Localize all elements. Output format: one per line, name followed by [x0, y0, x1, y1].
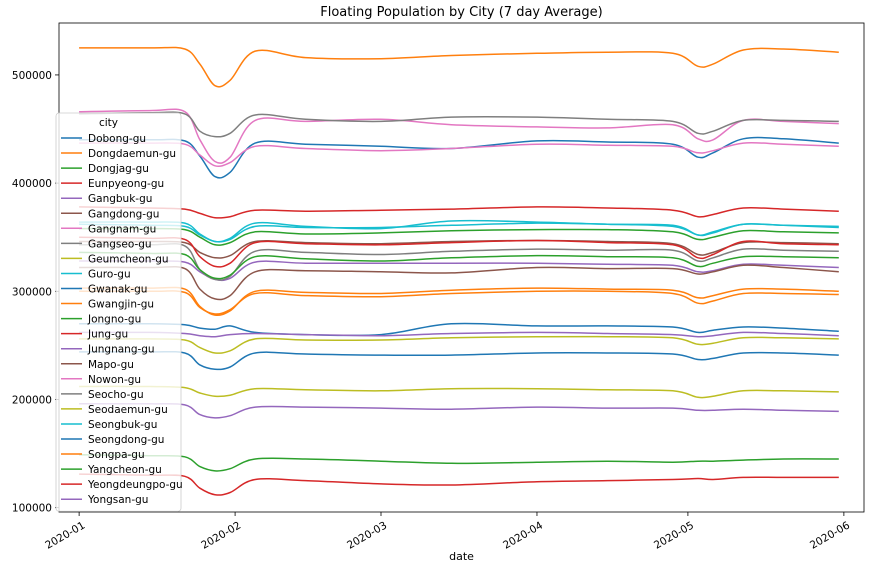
series-line-jungnang-gu: [79, 331, 839, 338]
series-line-gangnam-gu: [79, 108, 839, 164]
legend-label: Guro-gu: [88, 268, 131, 280]
series-line-gwangjin-gu: [79, 290, 839, 315]
series-line-seongbuk-gu: [79, 222, 839, 243]
series-line-dobong-gu: [79, 136, 839, 179]
legend-label: Eunpyeong-gu: [88, 178, 164, 190]
series-line-guro-gu: [79, 219, 839, 243]
x-tick-label: 2020-05: [652, 519, 696, 551]
legend-label: Gangdong-gu: [88, 208, 159, 220]
legend-item-gangdong-gu: Gangdong-gu: [61, 208, 159, 220]
series-line-yangcheon-gu: [79, 251, 839, 280]
legend-item-mapo-gu: Mapo-gu: [61, 359, 134, 371]
legend-label: Seongbuk-gu: [88, 419, 157, 431]
legend-label: Gwangjin-gu: [88, 299, 154, 311]
series-line-seodaemun-gu: [79, 385, 839, 399]
series-line-yeongdeungpo-gu: [79, 236, 839, 268]
legend-label: Gangseo-gu: [88, 238, 152, 250]
legend-item-eunpyeong-gu: Eunpyeong-gu: [61, 178, 164, 190]
legend-label: Jongno-gu: [87, 314, 141, 326]
series-line-jung-gu: [79, 473, 839, 496]
legend-label: Geumcheon-gu: [88, 253, 169, 265]
legend-item-seongbuk-gu: Seongbuk-gu: [61, 419, 157, 431]
legend-item-gwangjin-gu: Gwangjin-gu: [61, 299, 154, 311]
legend-label: Gwanak-gu: [88, 284, 147, 296]
series-line-gangseo-gu: [79, 111, 839, 138]
legend-label: Jungnang-gu: [87, 344, 155, 356]
y-tick-label: 200000: [12, 394, 52, 406]
series-line-dongdaemun-gu: [79, 46, 839, 88]
legend-item-gangseo-gu: Gangseo-gu: [61, 238, 152, 250]
series-layer: [79, 46, 839, 496]
x-tick-label: 2020-04: [501, 519, 545, 551]
legend-label: Dongjag-gu: [88, 163, 149, 175]
legend-item-yongsan-gu: Yongsan-gu: [61, 494, 148, 506]
series-line-eunpyeong-gu: [79, 206, 839, 219]
legend-item-songpa-gu: Songpa-gu: [61, 449, 145, 461]
legend-item-dobong-gu: Dobong-gu: [61, 133, 146, 145]
legend-item-nowon-gu: Nowon-gu: [61, 374, 141, 386]
series-line-seongdong-gu: [79, 350, 839, 371]
series-line-dongjag-gu: [79, 227, 839, 246]
y-tick-label: 100000: [12, 503, 52, 515]
x-tick-label: 2020-01: [43, 519, 87, 551]
legend-label: Dongdaemun-gu: [88, 148, 176, 160]
legend-label: Dobong-gu: [88, 133, 146, 145]
legend-label: Jung-gu: [87, 329, 128, 341]
legend-item-guro-gu: Guro-gu: [61, 268, 131, 280]
chart-title: Floating Population by City (7 day Avera…: [320, 5, 602, 20]
series-line-gangbuk-gu: [79, 260, 839, 282]
legend-item-seongdong-gu: Seongdong-gu: [61, 434, 164, 446]
series-line-gangdong-gu: [79, 264, 839, 301]
legend-label: Songpa-gu: [88, 449, 145, 461]
legend: city Dobong-gu Dongdaemun-gu Dongjag-gu Eun…: [55, 112, 183, 512]
legend-label: Seodaemun-gu: [88, 404, 168, 416]
legend-item-geumcheon-gu: Geumcheon-gu: [61, 253, 169, 265]
series-line-jongno-gu: [79, 453, 839, 472]
legend-box: [55, 112, 182, 512]
series-line-mapo-gu: [79, 239, 839, 259]
legend-item-yeongdeungpo-gu: Yeongdeungpo-gu: [61, 479, 183, 491]
legend-label: Yeongdeungpo-gu: [87, 479, 183, 491]
x-tick-label: 2020-03: [345, 519, 389, 551]
series-line-geumcheon-gu: [79, 335, 839, 354]
legend-item-gangnam-gu: Gangnam-gu: [61, 223, 156, 235]
y-tick-label: 400000: [12, 178, 52, 190]
x-axis-title: date: [449, 550, 474, 563]
y-axis: 100000 200000 300000 400000 500000: [12, 70, 59, 515]
legend-item-seodaemun-gu: Seodaemun-gu: [61, 404, 168, 416]
legend-item-jungnang-gu: Jungnang-gu: [61, 344, 155, 356]
legend-label: Nowon-gu: [88, 374, 141, 386]
legend-item-yangcheon-gu: Yangcheon-gu: [61, 464, 162, 476]
series-line-gwanak-gu: [79, 322, 839, 337]
legend-item-jongno-gu: Jongno-gu: [61, 314, 141, 326]
legend-item-dongdaemun-gu: Dongdaemun-gu: [61, 148, 176, 160]
legend-label: Gangbuk-gu: [88, 193, 152, 205]
legend-title: city: [99, 117, 118, 129]
legend-item-gangbuk-gu: Gangbuk-gu: [61, 193, 152, 205]
x-axis: 2020-01 2020-02 2020-03 2020-04 2020-05 2020-…: [43, 512, 852, 552]
legend-label: Mapo-gu: [88, 359, 134, 371]
y-tick-label: 500000: [12, 70, 52, 82]
legend-label: Seocho-gu: [88, 389, 144, 401]
series-line-songpa-gu: [79, 286, 839, 317]
x-tick-label: 2020-06: [808, 519, 852, 551]
legend-label: Gangnam-gu: [88, 223, 156, 235]
series-line-yongsan-gu: [79, 402, 839, 419]
series-line-nowon-gu: [79, 141, 839, 168]
legend-item-gwanak-gu: Gwanak-gu: [61, 284, 147, 296]
x-tick-label: 2020-02: [199, 519, 243, 551]
legend-item-dongjag-gu: Dongjag-gu: [61, 163, 149, 175]
legend-items: Dobong-gu Dongdaemun-gu Dongjag-gu Eunpyeon…: [61, 133, 183, 506]
y-tick-label: 300000: [12, 286, 52, 298]
legend-label: Yongsan-gu: [87, 494, 148, 506]
legend-label: Seongdong-gu: [88, 434, 164, 446]
legend-item-jung-gu: Jung-gu: [61, 329, 128, 341]
legend-label: Yangcheon-gu: [87, 464, 162, 476]
legend-item-seocho-gu: Seocho-gu: [61, 389, 144, 401]
